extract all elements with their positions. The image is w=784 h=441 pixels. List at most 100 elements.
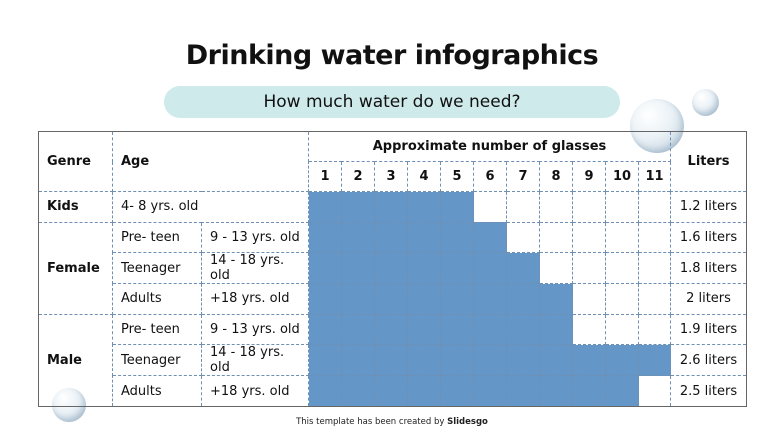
- glass-cell-filled: [374, 313, 408, 346]
- glass-cell-filled: [539, 375, 573, 407]
- glass-cell-empty: [572, 313, 606, 346]
- glass-cell-filled: [407, 191, 441, 223]
- glass-cell-filled: [308, 191, 342, 223]
- glass-cell-filled: [605, 344, 639, 377]
- glass-cell-filled: [341, 313, 375, 346]
- table-row: Female Pre- teen 9 - 13 yrs. old 1.6 liters: [38, 221, 747, 315]
- glass-cell-filled: [506, 283, 540, 315]
- glass-cell-filled: [374, 375, 408, 407]
- glass-cell-filled: [407, 344, 441, 377]
- liters-cell: 1.6 liters: [670, 221, 747, 254]
- glass-cell-empty: [638, 375, 671, 407]
- glass-cell-filled: [473, 313, 507, 346]
- glass-cell-filled: [341, 375, 375, 407]
- glass-cell-filled: [341, 252, 375, 285]
- glass-cell-filled: [440, 191, 474, 223]
- age-range-cell: 9 - 13 yrs. old: [201, 221, 309, 254]
- age-cell: 4- 8 yrs. old: [112, 191, 309, 223]
- age-range-cell: +18 yrs. old: [201, 375, 309, 407]
- genre-cell: Kids: [38, 191, 113, 223]
- liters-cell: 1.9 liters: [670, 313, 747, 346]
- age-range-cell: 14 - 18 yrs. old: [201, 344, 309, 377]
- glass-cell-empty: [638, 191, 671, 223]
- liters-cell: 2.6 liters: [670, 344, 747, 377]
- glass-cell-filled: [341, 283, 375, 315]
- glass-number: 2: [341, 161, 375, 192]
- glass-cell-empty: [506, 191, 540, 223]
- glass-number: 4: [407, 161, 441, 192]
- genre-cell: Female: [38, 221, 113, 315]
- glass-cell-filled: [308, 344, 342, 377]
- glass-cell-filled: [374, 344, 408, 377]
- glass-cell-filled: [308, 252, 342, 285]
- table-row: Adults +18 yrs. old 2.5 liters: [39, 375, 747, 407]
- glass-cell-empty: [572, 252, 606, 285]
- glass-cell-filled: [473, 283, 507, 315]
- glass-cell-filled: [539, 283, 573, 315]
- age-range-cell: 14 - 18 yrs. old: [201, 252, 309, 285]
- table-row: Kids 4- 8 yrs. old 1.2 liters: [38, 191, 747, 223]
- glass-cell-filled: [440, 375, 474, 407]
- glass-number: 6: [473, 161, 507, 192]
- age-stage-cell: Adults: [112, 283, 202, 315]
- glass-cell-filled: [374, 252, 408, 285]
- header-glasses: Approximate number of glasses: [308, 131, 671, 162]
- glass-cell-empty: [638, 283, 671, 315]
- table-row: Teenager 14 - 18 yrs. old 2.6 liters: [39, 344, 747, 377]
- glass-cell-filled: [539, 313, 573, 346]
- glass-cell-filled: [440, 344, 474, 377]
- glass-cell-empty: [539, 221, 573, 254]
- table-row: Adults +18 yrs. old 2 liters: [39, 283, 747, 315]
- glass-cell-filled: [341, 191, 375, 223]
- footer-brand: Slidesgo: [447, 417, 488, 427]
- glass-cell-empty: [605, 283, 639, 315]
- glass-cell-empty: [572, 283, 606, 315]
- glass-cell-empty: [473, 191, 507, 223]
- glass-cell-empty: [638, 221, 671, 254]
- glass-cell-filled: [506, 344, 540, 377]
- glass-cell-filled: [473, 375, 507, 407]
- glass-cell-filled: [440, 221, 474, 254]
- liters-cell: 1.2 liters: [670, 191, 747, 223]
- age-stage-cell: Pre- teen: [112, 221, 202, 254]
- liters-cell: 2 liters: [670, 283, 747, 315]
- glass-cell-filled: [572, 375, 606, 407]
- glass-cell-filled: [605, 375, 639, 407]
- glass-cell-filled: [407, 375, 441, 407]
- glass-cell-empty: [539, 252, 573, 285]
- glass-cell-filled: [308, 375, 342, 407]
- glass-cell-filled: [308, 283, 342, 315]
- glass-cell-filled: [473, 344, 507, 377]
- glass-cell-empty: [605, 252, 639, 285]
- glass-cell-filled: [341, 221, 375, 254]
- age-range-cell: +18 yrs. old: [201, 283, 309, 315]
- header-genre: Genre: [38, 131, 113, 192]
- glass-cell-filled: [374, 191, 408, 223]
- glass-number: 10: [605, 161, 639, 192]
- header-age: Age: [112, 131, 309, 192]
- age-stage-cell: Teenager: [112, 344, 202, 377]
- glass-number: 5: [440, 161, 474, 192]
- genre-cell: Male: [38, 313, 113, 407]
- age-stage-cell: Pre- teen: [112, 313, 202, 346]
- age-range-cell: 9 - 13 yrs. old: [201, 313, 309, 346]
- glass-number: 7: [506, 161, 540, 192]
- header-liters: Liters: [670, 131, 747, 192]
- glass-cell-filled: [440, 252, 474, 285]
- table-row: Male Pre- teen 9 - 13 yrs. old 1.9 liters: [38, 313, 747, 407]
- glass-cell-filled: [638, 344, 671, 377]
- age-stage-cell: Adults: [112, 375, 202, 407]
- glass-number: 11: [638, 161, 671, 192]
- glass-number: 1: [308, 161, 342, 192]
- glass-cell-filled: [341, 344, 375, 377]
- glass-cell-filled: [407, 283, 441, 315]
- glass-cell-filled: [506, 252, 540, 285]
- page-title: Drinking water infographics: [185, 40, 599, 71]
- footer-credit: This template has been created by Slides…: [0, 417, 784, 427]
- footer-text: This template has been created by: [296, 417, 448, 427]
- glass-number: 8: [539, 161, 573, 192]
- water-table: Genre Age Approximate number of glasses …: [38, 131, 747, 407]
- glass-cell-empty: [506, 221, 540, 254]
- glass-cell-filled: [407, 252, 441, 285]
- glass-cell-filled: [473, 252, 507, 285]
